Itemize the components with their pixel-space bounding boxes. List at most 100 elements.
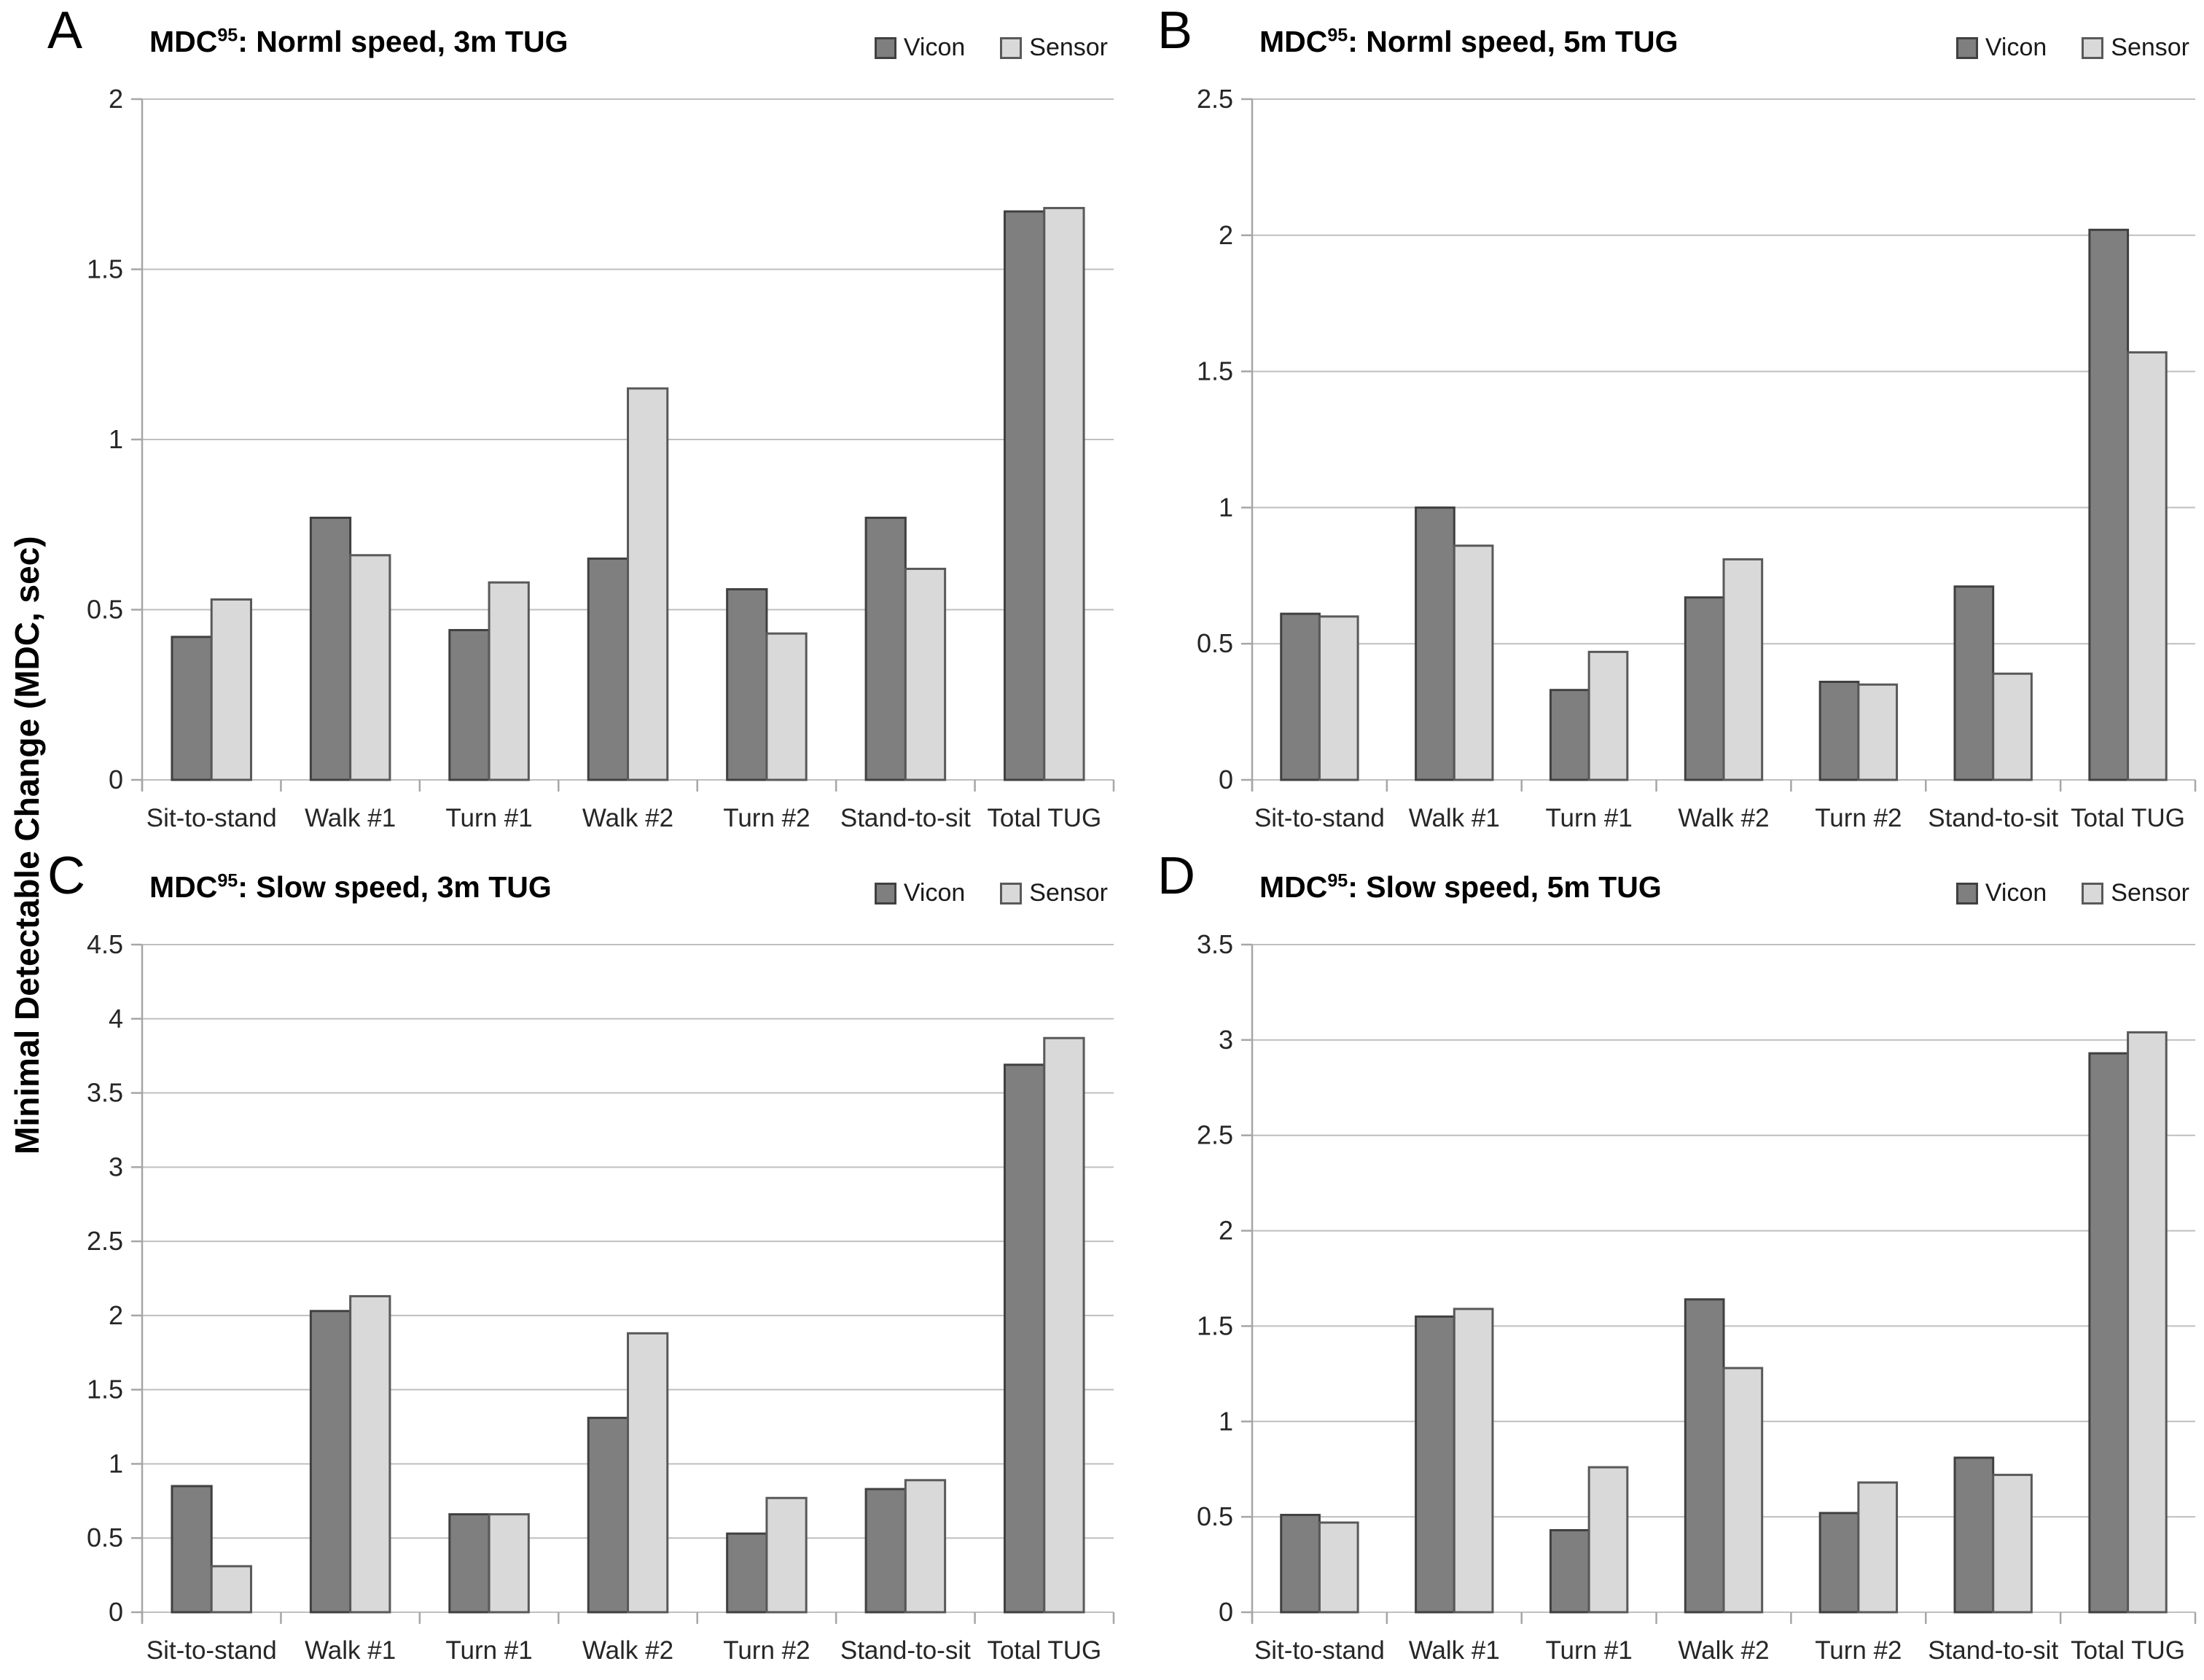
y-tick-label: 3.5 [87,1078,123,1108]
vicon-swatch-icon [1955,882,1978,905]
bar-vicon-turn-1 [1549,1528,1590,1614]
bar-vicon-stand-to-sit [864,516,907,781]
panel-letter: D [1157,847,1195,905]
y-tick-label: 1.5 [1197,356,1233,386]
vicon-swatch-icon [874,882,896,905]
bar-sensor-sit-to-stand [210,598,252,781]
y-tick-label: 1.5 [87,1375,123,1404]
y-tick-label: 0 [109,765,123,794]
bar-vicon-sit-to-stand [1280,1514,1321,1614]
bar-chart-panel-d: 0 0.5 1 1.5 2 2.5 3 3.5 Sit-to-stand Walk #1 Turn … [1197,929,2197,1665]
bar-sensor-sit-to-stand [1318,615,1359,781]
x-category-label: Walk #2 [1678,1636,1769,1665]
bar-chart-panel-c: 0 0.5 1 1.5 2 2.5 3 3.5 4 4.5 Sit-to-stand Walk #1 T… [87,929,1115,1665]
bar-vicon-turn-2 [1818,681,1860,781]
bar-sensor-walk-1 [349,1294,391,1614]
title-text: : Slow speed, 5m TUG [1348,870,1662,904]
x-category-label: Stand-to-sit [840,804,971,832]
title-text: : Norml speed, 5m TUG [1348,25,1679,58]
bar-sensor-stand-to-sit [904,1479,947,1614]
y-tick-label: 4 [109,1004,123,1034]
x-category-label: Walk #1 [305,804,396,832]
bar-vicon-stand-to-sit [1953,585,1995,781]
y-tick-label: 2 [109,1300,123,1330]
legend-vicon-label: Vicon [903,879,966,907]
bar-vicon-walk-1 [1415,506,1455,781]
y-tick-label: 0.5 [1197,1501,1233,1531]
bar-vicon-walk-2 [1684,1298,1725,1614]
x-category-label: Turn #2 [1815,804,1902,832]
bar-sensor-walk-2 [1722,1367,1764,1614]
legend: Vicon Sensor [1955,34,2189,62]
x-category-label: Total TUG [987,804,1101,832]
title-text: : Slow speed, 3m TUG [238,870,552,904]
sensor-swatch-icon [2082,882,2104,905]
bar-sensor-turn-2 [1857,683,1899,781]
legend: Vicon Sensor [874,879,1108,907]
bar-sensor-total-tug [2127,1031,2168,1614]
y-tick-label: 3 [109,1152,123,1181]
bar-vicon-walk-2 [587,557,629,781]
legend-item-vicon: Vicon [874,879,966,907]
bar-sensor-total-tug [1043,1036,1085,1614]
panel-d-header: D MDC95: Slow speed, 5m TUG Vicon Sensor [1157,850,2204,923]
x-category-label: Total TUG [987,1636,1101,1665]
title-superscript: 95 [1327,25,1348,46]
vicon-swatch-icon [874,36,896,59]
y-tick-label: 2 [1219,1216,1233,1246]
title-prefix: MDC [149,870,218,904]
bar-sensor-turn-2 [765,1496,808,1614]
panel-title: MDC95: Slow speed, 5m TUG [1259,870,1662,905]
x-category-label: Sit-to-stand [1254,804,1385,832]
legend-vicon-label: Vicon [903,34,966,61]
bar-sensor-walk-1 [1453,544,1494,781]
panel-title: MDC95: Norml speed, 3m TUG [149,25,568,59]
bar-sensor-stand-to-sit [1992,1474,2033,1614]
panel-d: D MDC95: Slow speed, 5m TUG Vicon Sensor… [1150,850,2204,1678]
panel-c: C MDC95: Slow speed, 3m TUG Vicon Sensor… [40,850,1122,1678]
x-category-label: Turn #1 [445,1636,532,1665]
y-tick-label: 1 [109,424,123,454]
legend-item-vicon: Vicon [874,34,966,62]
y-tick-label: 2 [109,84,123,114]
panel-c-header: C MDC95: Slow speed, 3m TUG Vicon Sensor [47,850,1122,923]
x-category-label: Walk #2 [582,804,673,832]
legend-item-vicon: Vicon [1955,879,2047,907]
bar-sensor-walk-2 [627,387,669,781]
bar-sensor-turn-1 [488,1513,530,1614]
y-tick-label: 2 [1219,220,1233,250]
panel-title: MDC95: Slow speed, 3m TUG [149,870,552,905]
title-prefix: MDC [149,25,218,58]
panel-letter: B [1157,1,1193,60]
x-category-label: Walk #1 [305,1636,396,1665]
panel-a: A MDC95: Norml speed, 3m TUG Vicon Senso… [40,4,1122,845]
bar-vicon-turn-2 [726,587,768,781]
panel-letter: A [47,1,83,60]
x-category-label: Walk #1 [1409,1636,1500,1665]
legend-item-sensor: Sensor [2082,879,2189,907]
bar-sensor-turn-1 [488,581,530,781]
y-tick-label: 4.5 [87,929,123,959]
x-category-label: Walk #1 [1409,804,1500,832]
x-category-label: Stand-to-sit [1928,1636,2058,1665]
bar-sensor-walk-1 [1453,1308,1494,1614]
title-superscript: 95 [1327,870,1348,891]
y-tick-label: 0.5 [1197,628,1233,658]
title-superscript: 95 [217,870,238,891]
vicon-swatch-icon [1955,36,1978,59]
sensor-swatch-icon [1000,882,1023,905]
bar-sensor-walk-2 [627,1332,669,1614]
x-category-label: Turn #2 [1815,1636,1902,1665]
x-category-label: Sit-to-stand [146,804,277,832]
legend-sensor-label: Sensor [2111,34,2189,61]
legend-sensor-label: Sensor [1029,34,1108,61]
bar-vicon-walk-2 [1684,596,1725,781]
bar-sensor-turn-1 [1587,1466,1629,1614]
x-category-label: Turn #1 [445,804,532,832]
y-tick-label: 2.5 [1197,1120,1233,1150]
bar-sensor-turn-2 [765,632,808,781]
bar-chart-panel-a: 0 0.5 1 1.5 2 Sit-to-stand Walk #1 Turn #1 Walk … [87,84,1115,832]
legend-item-sensor: Sensor [1000,879,1108,907]
sensor-swatch-icon [2082,36,2104,59]
